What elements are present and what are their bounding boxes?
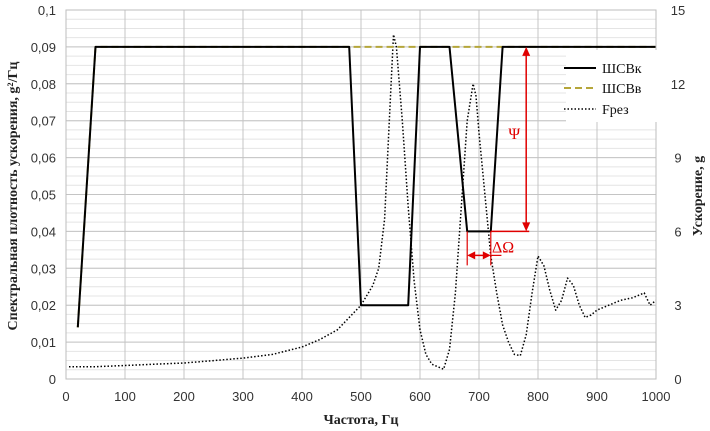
delta-omega-arrow-head-left bbox=[467, 251, 476, 260]
left-y-tick-label: 0,1 bbox=[38, 3, 56, 18]
x-tick-label: 500 bbox=[350, 389, 372, 404]
legend-label-shsvk: ШСВк bbox=[602, 62, 642, 77]
left-y-tick-label: 0,09 bbox=[31, 40, 56, 55]
x-tick-label: 800 bbox=[527, 389, 549, 404]
right-y-axis-title: Ускорение, g bbox=[691, 156, 706, 236]
x-tick-label: 300 bbox=[232, 389, 254, 404]
left-y-tick-label: 0 bbox=[49, 372, 56, 387]
legend-box bbox=[566, 50, 658, 122]
legend: ШСВк ШСВв Fрез bbox=[564, 50, 658, 122]
left-y-axis-title: Спектральная плотность ускорения, g²/Гц bbox=[6, 62, 21, 331]
x-tick-label: 400 bbox=[291, 389, 313, 404]
x-tick-label: 100 bbox=[114, 389, 136, 404]
left-y-tick-label: 0,03 bbox=[31, 261, 56, 276]
left-y-tick-label: 0,02 bbox=[31, 298, 56, 313]
x-tick-label: 600 bbox=[409, 389, 431, 404]
annotations: Ψ ΔΩ bbox=[466, 46, 531, 266]
left-y-tick-label: 0,01 bbox=[31, 335, 56, 350]
left-y-tick-label: 0,05 bbox=[31, 188, 56, 203]
series-line-solid bbox=[76, 45, 656, 328]
legend-label-frez: Fрез bbox=[602, 103, 629, 118]
left-y-tick-label: 0,07 bbox=[31, 114, 56, 129]
psi-label: Ψ bbox=[508, 126, 520, 143]
series-layer bbox=[69, 33, 657, 370]
psi-arrow-head-bottom bbox=[522, 222, 531, 232]
right-y-tick-label: 0 bbox=[674, 372, 681, 387]
left-y-tick-label: 0,08 bbox=[31, 77, 56, 92]
x-tick-label: 700 bbox=[468, 389, 490, 404]
legend-label-shsvv: ШСВв bbox=[602, 82, 642, 97]
right-y-tick-label: 12 bbox=[671, 77, 685, 92]
delta-omega-label: ΔΩ bbox=[492, 239, 514, 256]
right-y-tick-label: 15 bbox=[671, 3, 685, 18]
right-y-tick-label: 3 bbox=[674, 298, 681, 313]
right-y-tick-label: 6 bbox=[674, 224, 681, 239]
left-y-tick-label: 0,04 bbox=[31, 224, 56, 239]
x-axis-title: Частота, Гц bbox=[323, 413, 398, 428]
psi-arrow-head-top bbox=[522, 46, 531, 56]
left-y-tick-label: 0,06 bbox=[31, 151, 56, 166]
x-tick-label: 1000 bbox=[642, 389, 671, 404]
delta-omega-arrow-head-right bbox=[482, 251, 491, 260]
x-tick-label: 200 bbox=[173, 389, 195, 404]
x-tick-label: 900 bbox=[586, 389, 608, 404]
series-line-dotted bbox=[69, 33, 657, 370]
plot-area-border bbox=[65, 9, 657, 380]
x-tick-label: 0 bbox=[62, 389, 69, 404]
right-y-tick-label: 9 bbox=[674, 151, 681, 166]
axes: 0 100 200 300 400 500 600 700 800 900 100000,010,0… bbox=[31, 3, 686, 404]
